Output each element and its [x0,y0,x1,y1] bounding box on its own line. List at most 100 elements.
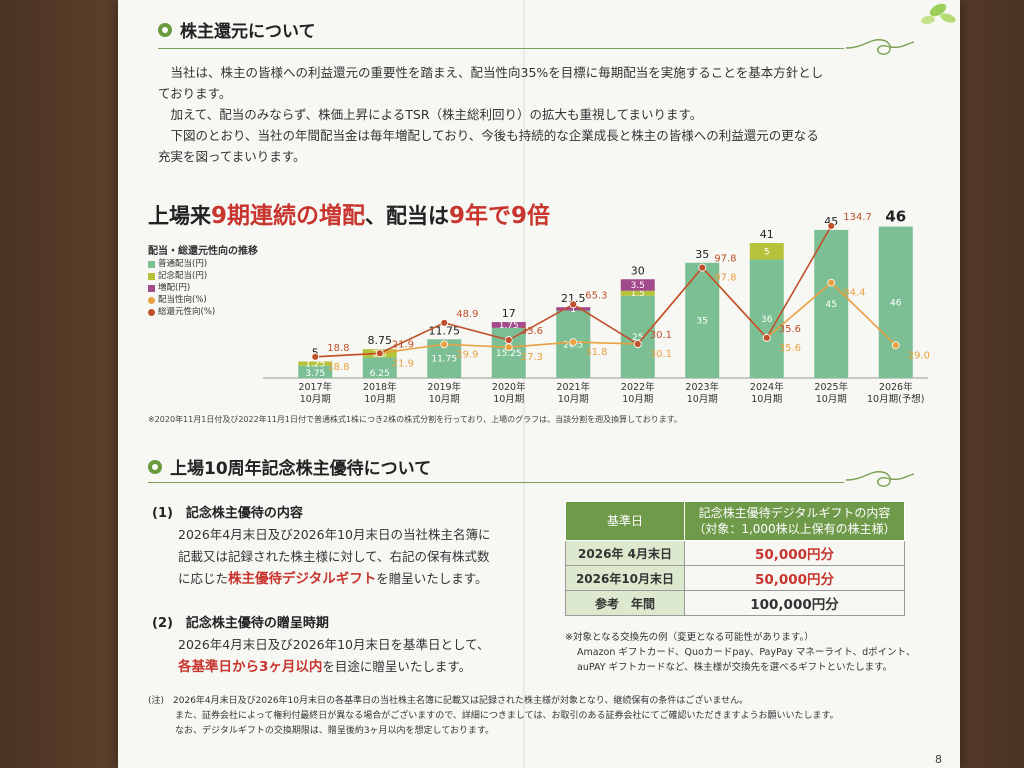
headline-highlight: 9期連続の増配 [211,203,366,229]
bar-total-label: 17 [502,307,516,320]
series-point-label: 21.9 [392,358,414,369]
series-point [569,300,578,309]
page-fold [523,0,525,768]
bar-segment [556,307,591,311]
category-label: 10月期 [493,394,524,405]
category-label: 2024年 [750,381,784,393]
bottom-note-line: (注) 2026年4月末日及び2026年10月末日の各基準日の当社株主名簿に記載… [148,696,749,706]
chart-title: 配当・総還元性向の推移 [148,246,258,257]
exchange-note: ※対象となる交換先の例（変更となる可能性があります。） Amazon ギフトカー… [565,630,955,675]
bar-total-label: 21.5 [561,292,586,305]
item2-highlight: 各基準日から3ヶ月以内 [178,659,323,675]
bar-total-label: 41 [760,228,774,241]
series-point-label: 30.1 [650,330,672,341]
bar-segment-label: 1.75 [499,321,519,331]
bar-segment-label: 11.75 [431,355,457,365]
section-rule [148,482,844,483]
gift-table: 基準日 記念株主優待デジタルギフトの内容 （対象：1,000株以上保有の株主様）… [565,501,905,616]
legend-label: 総還元性向(%) [158,307,216,317]
category-label: 2023年 [685,381,719,393]
paragraph-line: 当社は、株主の皆様への利益還元の重要性を踏まえ、配当性向35%を目標に毎期配当を… [158,65,824,80]
series-point-label: 35.6 [779,343,801,354]
category-label: 10月期 [429,394,460,405]
document-page: 株主還元について 当社は、株主の皆様への利益還元の重要性を踏まえ、配当性向35%… [118,0,960,768]
headline-part: 、配当は [365,204,450,228]
exchange-note-line: Amazon ギフトカード、Quoカードpay、PayPay マネーライト、dポ… [577,647,916,658]
legend-entry: 増配(円) [148,282,215,294]
bar-segment-label: 46 [890,298,902,308]
bar-total-label: 46 [885,208,906,226]
section-title-shareholder-returns: 株主還元について [158,17,316,42]
row-value: 50,000円分 [684,540,905,566]
chart-legend: 普通配当(円) 記念配当(円) 増配(円) 配当性向(%) 総還元性向(%) [148,258,215,318]
page-number: 8 [935,753,942,766]
category-label: 10月期 [622,394,653,405]
policy-paragraph: 当社は、株主の皆様への利益還元の重要性を踏まえ、配当性向35%を目標に毎期配当を… [158,62,938,167]
category-label: 10月期 [816,394,847,405]
category-label: 10月期 [364,394,395,405]
category-label: 10月期 [687,394,718,405]
series-point [504,343,513,352]
row-date: 参考 年間 [565,590,685,616]
series-point-label: 134.7 [843,212,872,223]
series-point [375,349,384,358]
series-point-label: 48.9 [456,309,478,320]
dividend-chart: 3.751.2552017年10月期6.252.58.752018年10月期11… [263,208,930,405]
legend-swatch [148,284,155,292]
legend-swatch [148,272,155,280]
row-value: 50,000円分 [684,565,905,591]
series-point [569,338,578,347]
series-point-label: 33.6 [521,326,543,337]
bar-segment [620,290,655,296]
item1-heading: (1) 記念株主優待の内容 [152,506,303,521]
paragraph-line: 下図のとおり、当社の年間配当金は毎年増配しており、今後も持続的な企業成長と株主の… [158,128,819,143]
series-point [827,222,836,230]
table-row: 2026年 4月末日 50,000円分 [565,540,905,566]
legend-label: 増配(円) [158,283,191,293]
legend-label: 普通配当(円) [158,259,208,269]
category-label: 10月期 [751,394,782,405]
bar-total-label: 30 [631,264,645,277]
section-title-text: 株主還元について [180,22,316,42]
category-label: 10月期 [558,394,589,405]
table-row: 参考 年間 100,000円分 [565,590,905,616]
bar-segment-label: 3.75 [305,369,325,379]
item2-text: を目途に贈呈いたします。 [322,659,472,674]
headline-highlight: 9年で9倍 [449,203,551,229]
series-point-label: 30.1 [650,349,672,360]
bar-segment-label: 35 [697,316,708,326]
bar-segment [878,226,913,378]
row-value: 100,000円分 [684,590,905,616]
bar-segment-label: 25 [632,333,643,343]
category-label: 2025年 [814,381,848,393]
legend-swatch [148,308,155,316]
item1-highlight: 株主優待デジタルギフト [228,571,377,587]
series-point [827,278,836,287]
series-point-label: 18.8 [327,362,349,373]
bottom-note-line: また、証券会社によって権利付最終日が異なる場合がございますので、詳細につきまして… [148,711,839,721]
series-point-label: 21.9 [392,339,414,350]
series-point [440,340,449,349]
series-point [698,263,707,272]
legend-entry: 記念配当(円) [148,270,215,282]
bar-segment-label: 1.25 [305,360,325,370]
item1-line: 記載又は記録された株主様に対して、右記の保有株式数 [178,549,490,564]
paragraph-line: 充実を図ってまいります。 [158,149,306,164]
bar-segment-label: 1 [570,305,576,315]
item2-line: 各基準日から3ヶ月以内を目途に贈呈いたします。 [178,656,489,678]
series-point [311,352,320,361]
series-point [504,336,513,344]
category-label: 2021年 [556,381,590,393]
series-point [633,340,642,348]
row-date: 2026年10月末日 [565,565,685,591]
series-point-label: 31.8 [585,347,607,358]
category-label: 2020年 [492,381,526,393]
series-point-label: 18.8 [327,343,349,354]
green-bullet-icon [148,459,162,474]
bar-segment-label: 6.25 [370,369,390,379]
category-label: 10月期(予想) [867,393,925,405]
table-row: 2026年10月末日 50,000円分 [565,565,905,591]
bar-segment [491,322,526,328]
series-point-label: 29.9 [456,349,478,360]
item1-text: に応じた [178,571,229,586]
